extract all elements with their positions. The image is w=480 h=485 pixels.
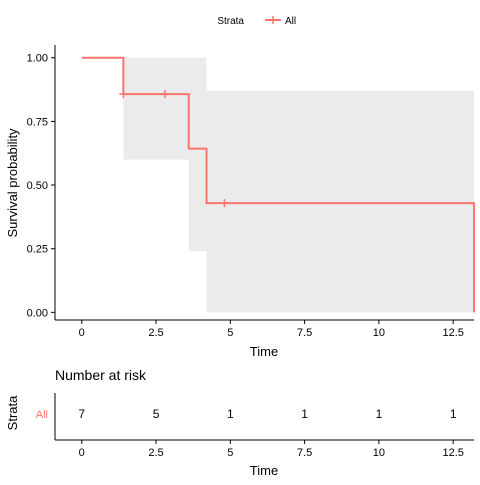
x-axis-ticks: 0 2.5 5 7.5 10 12.5 — [79, 320, 464, 339]
risk-x-tick-label-0: 0 — [79, 447, 85, 459]
confidence-band-segment-1 — [123, 57, 189, 160]
risk-count-5: 1 — [450, 407, 457, 421]
x-tick-label-0: 0 — [79, 327, 85, 339]
legend-entry-label: All — [285, 16, 296, 27]
risk-table-x-ticks: 0 2.5 5 7.5 10 12.5 — [79, 440, 464, 459]
confidence-band-segment-3 — [206, 90, 474, 313]
survival-curve-layer — [81, 56, 475, 313]
censor-mark-1 — [160, 90, 169, 99]
x-tick-label-1: 2.5 — [148, 327, 163, 339]
confidence-band-segment-2 — [188, 57, 207, 252]
censor-marks — [119, 90, 229, 208]
y-tick-label-3: 0.75 — [27, 116, 48, 128]
y-tick-label-1: 0.25 — [27, 244, 48, 256]
risk-count-0: 7 — [78, 407, 85, 421]
risk-table-row-label: All — [36, 409, 48, 421]
x-tick-label-2: 5 — [227, 327, 233, 339]
risk-table-panel: Number at risk Strata All 7 5 1 1 1 1 0 2.5 5 7.… — [5, 367, 474, 478]
risk-x-tick-label-4: 10 — [373, 447, 385, 459]
censor-mark-0 — [119, 90, 128, 99]
y-tick-label-2: 0.50 — [27, 180, 48, 192]
censor-mark-2 — [220, 199, 229, 208]
risk-table-title: Number at risk — [55, 367, 147, 383]
y-tick-label-0: 0.00 — [27, 307, 48, 319]
risk-count-2: 1 — [227, 407, 234, 421]
survival-curve-all — [81, 56, 475, 313]
legend: Strata All — [217, 16, 296, 27]
y-tick-label-4: 1.00 — [27, 53, 48, 65]
risk-table-values: 7 5 1 1 1 1 — [78, 407, 456, 421]
legend-title: Strata — [217, 16, 244, 27]
y-axis-ticks: 0.00 0.25 0.50 0.75 1.00 — [27, 53, 55, 319]
risk-x-tick-label-1: 2.5 — [148, 447, 163, 459]
y-axis-title: Survival probability — [5, 128, 20, 238]
x-tick-label-5: 12.5 — [442, 327, 463, 339]
x-tick-label-4: 10 — [373, 327, 385, 339]
risk-x-tick-label-3: 7.5 — [297, 447, 312, 459]
risk-count-4: 1 — [376, 407, 383, 421]
risk-count-1: 5 — [153, 407, 160, 421]
risk-x-tick-label-2: 5 — [227, 447, 233, 459]
risk-table-y-title: Strata — [5, 395, 20, 430]
confidence-band — [123, 57, 474, 313]
risk-x-tick-label-5: 12.5 — [442, 447, 463, 459]
risk-count-3: 1 — [301, 407, 308, 421]
survival-panel: 0.00 0.25 0.50 0.75 1.00 0 2.5 5 7.5 10 12.5 Time… — [5, 45, 475, 359]
x-axis-title: Time — [250, 344, 278, 359]
risk-table-x-title: Time — [250, 463, 278, 478]
x-tick-label-3: 7.5 — [297, 327, 312, 339]
